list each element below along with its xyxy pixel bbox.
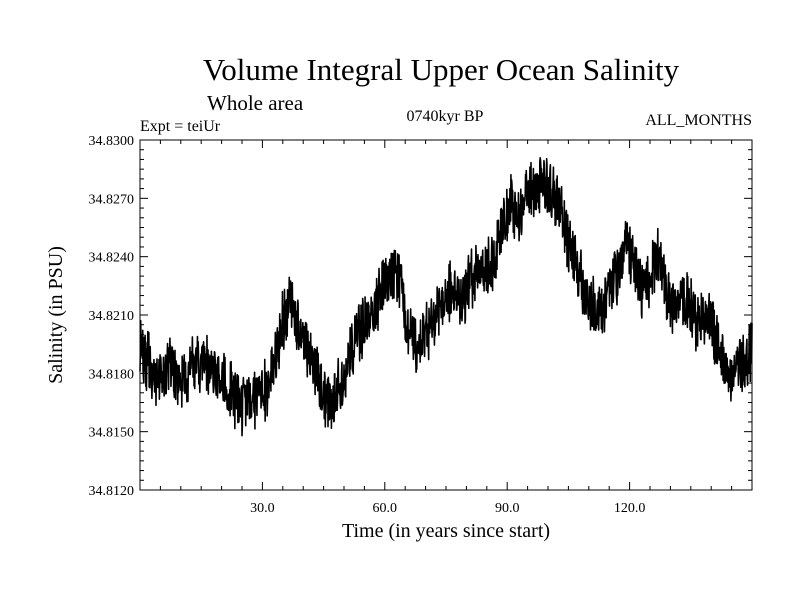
months-label: ALL_MONTHS [645, 112, 752, 129]
y-tick-label: 34.8240 [89, 251, 135, 266]
plot-frame [139, 139, 753, 491]
chart-title: Volume Integral Upper Ocean Salinity [203, 52, 680, 87]
chart-subtitle: Whole area [207, 91, 304, 115]
experiment-label: Expt = teiUr [140, 118, 221, 135]
plot-area: 34.8120 34.8150 34.8180 34.8210 34.8240 34.82… [89, 134, 753, 516]
y-tick-label: 34.8210 [89, 309, 135, 324]
x-tick-label: 60.0 [373, 501, 398, 516]
x-tick-label: 120.0 [614, 501, 646, 516]
x-tick-label: 90.0 [495, 501, 520, 516]
period-label: 0740kyr BP [407, 108, 484, 125]
x-axis-label: Time (in years since start) [342, 520, 550, 542]
y-tick-label: 34.8180 [89, 367, 135, 382]
y-tick-label: 34.8270 [89, 192, 135, 207]
series-line-salinity [139, 157, 753, 437]
x-tick-label: 30.0 [250, 501, 275, 516]
y-tick-label: 34.8300 [89, 134, 135, 149]
y-axis-label: Salinity (in PSU) [45, 246, 67, 384]
y-tick-label: 34.8150 [89, 426, 135, 441]
y-tick-label: 34.8120 [89, 484, 135, 499]
